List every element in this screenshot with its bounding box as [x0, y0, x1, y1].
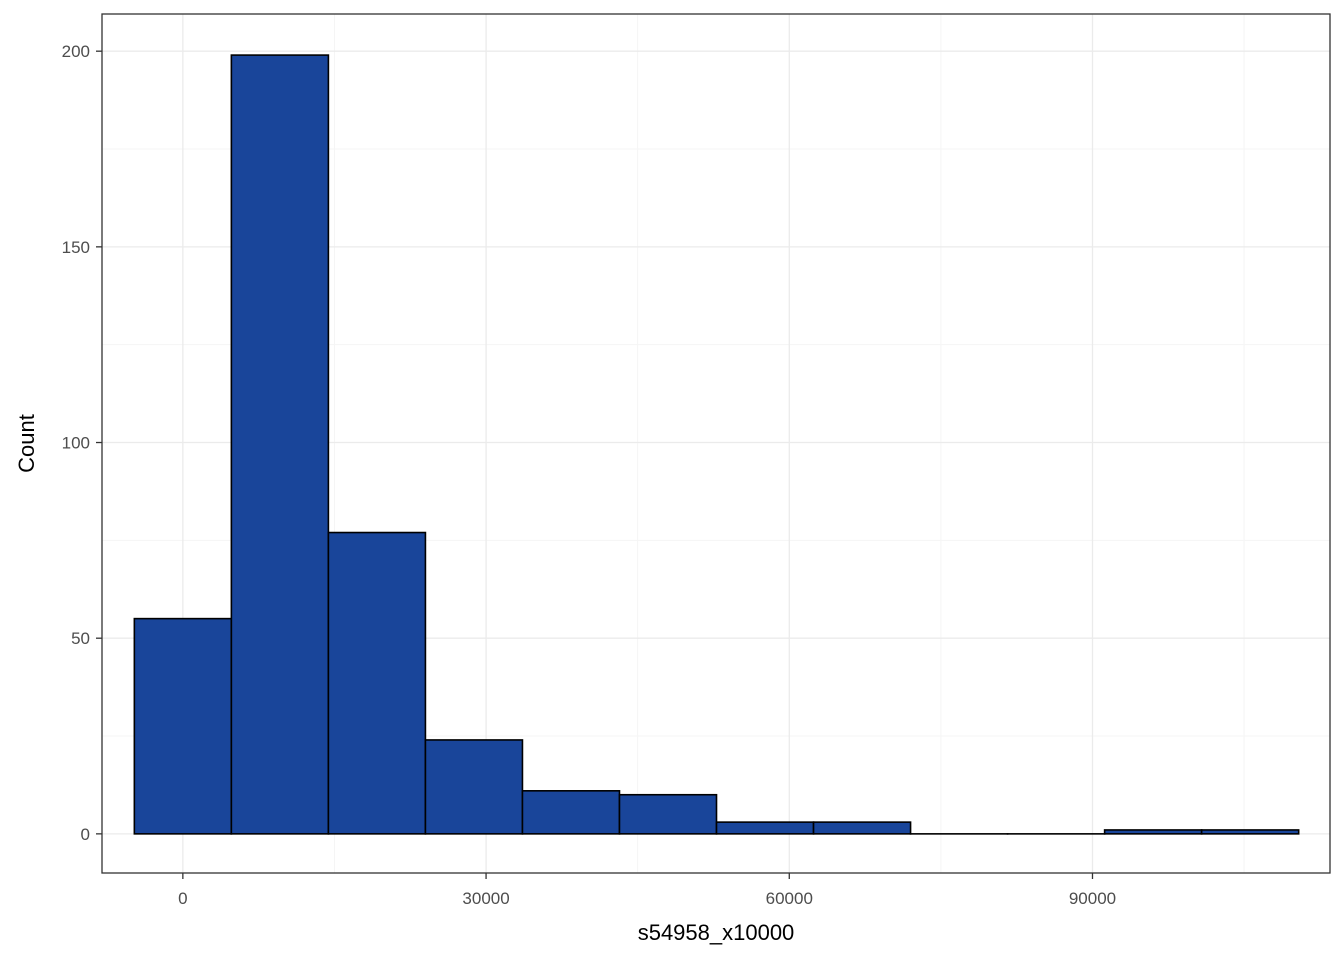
x-tick-label: 90000 — [1069, 889, 1116, 908]
histogram-bar — [230, 54, 330, 835]
y-tick-label: 100 — [62, 434, 90, 453]
y-axis-ticks: 0 50 100 150 200 — [62, 42, 102, 844]
y-axis-title: Count — [14, 414, 39, 473]
histogram-bar — [1200, 829, 1300, 835]
x-tick-label: 0 — [178, 889, 187, 908]
panel-border — [101, 13, 1331, 874]
histogram-bar — [618, 793, 718, 835]
y-tick-label: 50 — [71, 629, 90, 648]
y-tick-label: 200 — [62, 42, 90, 61]
x-axis-ticks: 0 30000 60000 90000 — [178, 873, 1116, 908]
histogram-bar — [812, 821, 912, 835]
histogram-bars — [133, 54, 1300, 835]
x-tick-label: 30000 — [462, 889, 509, 908]
x-tick-label: 60000 — [766, 889, 813, 908]
histogram-bar — [424, 739, 524, 835]
histogram-bar — [327, 531, 427, 835]
histogram-bar — [715, 821, 815, 835]
histogram-bar — [1103, 829, 1203, 835]
y-tick-label: 0 — [81, 825, 90, 844]
y-tick-label: 150 — [62, 238, 90, 257]
histogram-bar — [133, 617, 233, 835]
x-axis-title: s54958_x10000 — [638, 920, 795, 945]
histogram-bar — [521, 790, 621, 835]
